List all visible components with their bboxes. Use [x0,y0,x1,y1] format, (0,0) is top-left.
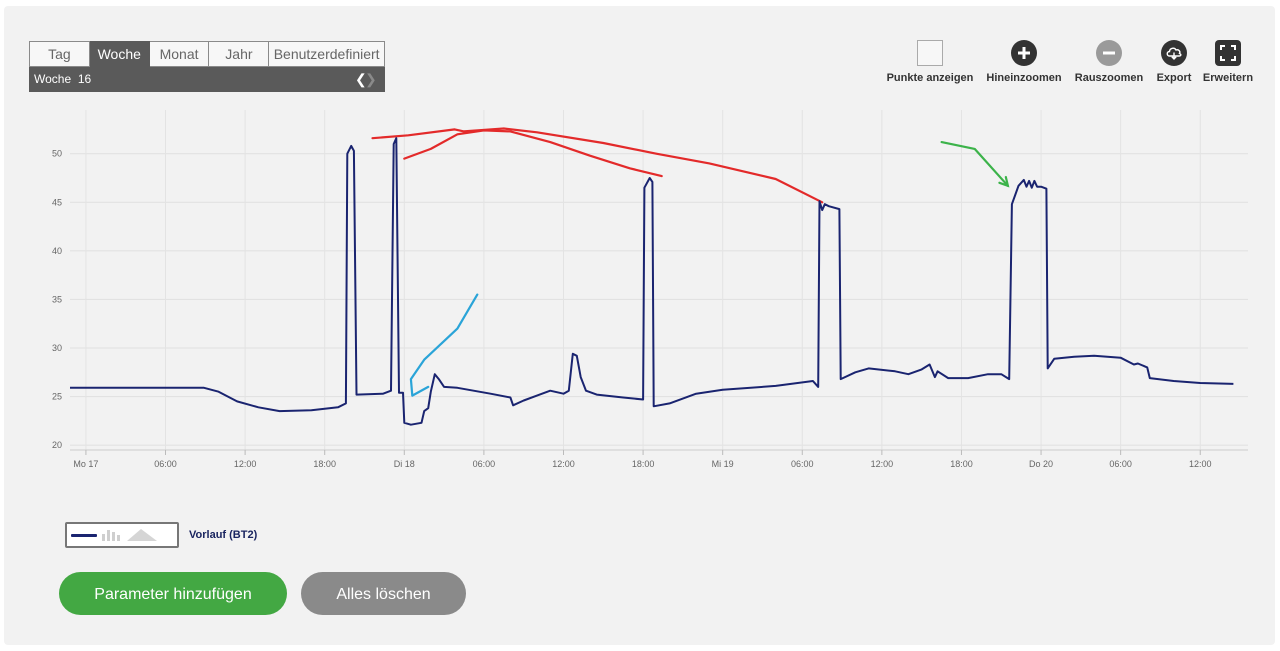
y-tick-label: 35 [52,294,62,304]
expand-button[interactable]: Erweitern [1200,39,1256,84]
x-tick-label: 06:00 [154,459,177,469]
expand-icon [1215,40,1241,66]
line-chart[interactable]: 20 25 30 35 40 45 50 Mo 17 06:00 12:00 18:00 Di 18… [0,0,1280,500]
previous-period-icon[interactable]: ❮ [355,71,367,87]
area-style-icon [127,529,157,541]
x-tick-label: Mi 19 [712,459,734,469]
series-lines [70,137,1234,426]
y-tick-label: 30 [52,343,62,353]
show-points-label: Punkte anzeigen [886,72,974,84]
series-line [70,137,1234,426]
x-axis: Mo 17 06:00 12:00 18:00 Di 18 06:00 12:00 18:00… [70,449,1248,469]
export-label: Export [1156,72,1192,84]
annotation-stroke [403,129,663,178]
chart-legend: Vorlauf (BT2) [65,522,257,548]
show-points-toggle[interactable]: Punkte anzeigen [884,39,976,84]
x-tick-label: Mo 17 [73,459,98,469]
y-tick-label: 25 [52,392,62,402]
minus-icon [1096,40,1122,66]
annotation-arrowhead [998,175,1010,188]
x-tick-label: 18:00 [313,459,336,469]
y-tick-label: 20 [52,440,62,450]
tab-month[interactable]: Monat [149,41,210,67]
period-value: 16 [77,72,92,86]
x-tick-label: Di 18 [394,459,415,469]
y-tick-label: 50 [52,149,62,159]
diagram-panel [4,6,1275,645]
cloud-download-icon [1161,40,1187,66]
zoom-out-label: Rauszoomen [1074,72,1144,84]
x-tick-label: 12:00 [871,459,894,469]
tab-year[interactable]: Jahr [209,41,270,67]
plus-icon [1011,40,1037,66]
export-button[interactable]: Export [1151,39,1197,84]
annotation-stroke [371,127,824,204]
tab-day[interactable]: Tag [29,41,90,67]
x-tick-label: 18:00 [950,459,973,469]
x-tick-label: 06:00 [1109,459,1132,469]
zoom-in-button[interactable]: Hineinzoomen [984,39,1064,84]
tab-custom[interactable]: Benutzerdefiniert [269,41,385,67]
x-tick-label: Do 20 [1029,459,1053,469]
annotation-marks [371,127,1010,397]
chart-grid [70,110,1248,450]
legend-series-toggle[interactable] [65,522,179,548]
x-tick-label: 12:00 [1189,459,1212,469]
clear-all-button[interactable]: Alles löschen [301,572,466,615]
x-tick-label: 06:00 [791,459,814,469]
line-style-icon [71,534,97,537]
annotation-stroke [409,293,479,397]
period-selector: Tag Woche Monat Jahr Benutzerdefiniert W… [29,41,385,92]
next-period-icon[interactable]: ❯ [365,71,377,87]
zoom-out-button[interactable]: Rauszoomen [1073,39,1145,84]
period-label: Woche [34,72,72,86]
tab-week[interactable]: Woche [89,41,150,67]
chart-type-icons [71,529,157,541]
period-tabs: Tag Woche Monat Jahr Benutzerdefiniert [29,41,385,67]
x-tick-label: 12:00 [552,459,575,469]
legend-series-name: Vorlauf (BT2) [189,529,258,541]
annotation-stroke [940,141,1009,187]
expand-label: Erweitern [1202,72,1254,84]
add-parameter-button[interactable]: Parameter hinzufügen [59,572,287,615]
period-navigation: Woche 16 ❮❯ [29,67,385,92]
show-points-checkbox[interactable] [917,40,943,66]
x-tick-label: 18:00 [632,459,655,469]
x-tick-label: 12:00 [234,459,257,469]
y-tick-label: 40 [52,246,62,256]
bar-style-icon [102,530,120,541]
x-tick-label: 06:00 [473,459,496,469]
y-tick-label: 45 [52,197,62,207]
y-axis: 20 25 30 35 40 45 50 [52,149,62,450]
zoom-in-label: Hineinzoomen [986,72,1062,84]
chart-toolbar: Punkte anzeigen Hineinzoomen Rauszoomen … [880,39,1260,89]
